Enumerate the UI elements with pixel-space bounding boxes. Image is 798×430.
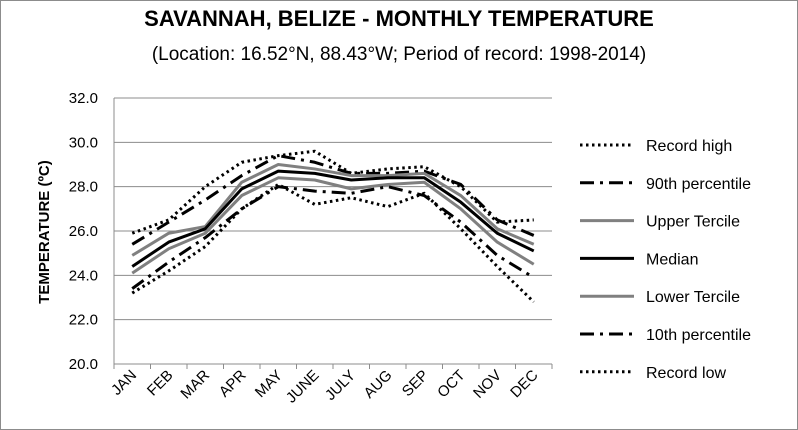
x-tick-label: AUG [361, 367, 396, 402]
legend-label-record-high: Record high [646, 138, 732, 155]
legend: Record high 90th percentile Upper Tercile M… [580, 138, 751, 382]
series-line-upper-tercile [131, 163, 535, 257]
y-tick-label: 28.0 [69, 179, 98, 196]
x-tick-label: JUNE [283, 367, 323, 407]
axes [113, 98, 553, 369]
gridlines [114, 97, 552, 321]
y-tick-labels: 20.0 22.0 24.0 26.0 28.0 30.0 32.0 [69, 90, 98, 373]
x-tick-label: APR [216, 367, 250, 401]
legend-label-median: Median [646, 251, 698, 268]
series-line-90th-percentile [131, 154, 535, 246]
y-tick-label: 26.0 [69, 223, 98, 240]
series-line-record-high [131, 149, 534, 235]
y-tick-label: 22.0 [69, 312, 98, 329]
series-line-10th-percentile [131, 185, 535, 290]
series-line-record-low [131, 182, 535, 304]
x-tick-label: SEP [399, 367, 432, 400]
x-tick-label: MAY [252, 367, 286, 401]
series-lines [131, 149, 535, 304]
legend-label-10th-percentile: 10th percentile [646, 327, 751, 344]
x-tick-label: FEB [144, 367, 177, 400]
x-tick-label: MAR [177, 367, 213, 403]
y-tick-label: 24.0 [69, 267, 98, 284]
x-tick-label: DEC [507, 367, 542, 402]
y-axis-label: TEMPERATURE (ºC) [36, 160, 53, 304]
x-tick-label: OCT [434, 367, 468, 401]
x-tick-label: NOV [470, 367, 505, 402]
legend-label-90th-percentile: 90th percentile [646, 176, 751, 193]
series-line-lower-tercile [131, 176, 535, 275]
chart-title: SAVANNAH, BELIZE - MONTHLY TEMPERATURE [144, 6, 654, 31]
y-tick-label: 30.0 [69, 134, 98, 151]
y-tick-label: 32.0 [69, 90, 98, 107]
legend-label-upper-tercile: Upper Tercile [646, 214, 740, 231]
y-tick-label: 20.0 [69, 356, 98, 373]
x-tick-label: JAN [108, 367, 140, 399]
x-tick-label: JULY [322, 367, 359, 404]
series-line-median [131, 169, 535, 268]
legend-label-record-low: Record low [646, 365, 726, 382]
legend-label-lower-tercile: Lower Tercile [646, 289, 740, 306]
chart-subtitle: (Location: 16.52°N, 88.43°W; Period of r… [151, 44, 647, 65]
